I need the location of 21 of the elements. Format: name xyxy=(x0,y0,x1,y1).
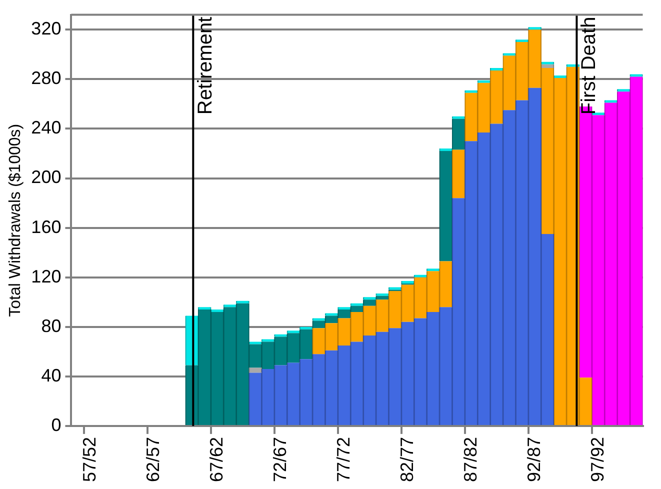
x-tick-label: 72/67 xyxy=(270,436,290,482)
x-tick-label: 92/87 xyxy=(524,436,544,482)
y-tick-label: 0 xyxy=(51,414,62,435)
annotation: First Death xyxy=(578,16,600,115)
y-tick-label: 120 xyxy=(31,266,62,286)
x-tick-label: 77/72 xyxy=(333,436,354,482)
x-tick-label: 57/52 xyxy=(79,436,100,482)
y-tick-label: 280 xyxy=(31,68,62,88)
x-tick-label: 67/62 xyxy=(206,436,226,482)
x-tick-label: 97/92 xyxy=(587,436,608,482)
y-tick-label: 80 xyxy=(41,316,62,336)
y-tick-label: 320 xyxy=(31,18,62,39)
y-tick-label: 40 xyxy=(41,365,62,386)
x-tick-label: 62/57 xyxy=(142,436,163,482)
annotation: Retirement xyxy=(194,16,217,115)
x-tick-label: 82/77 xyxy=(396,436,417,482)
y-tick-label: 160 xyxy=(31,216,62,237)
y-tick-label: 240 xyxy=(31,118,62,138)
x-tick-label: 87/82 xyxy=(460,436,480,482)
y-axis-title: Total Withdrawals ($1000s) xyxy=(7,124,24,317)
y-tick-label: 200 xyxy=(31,167,62,188)
